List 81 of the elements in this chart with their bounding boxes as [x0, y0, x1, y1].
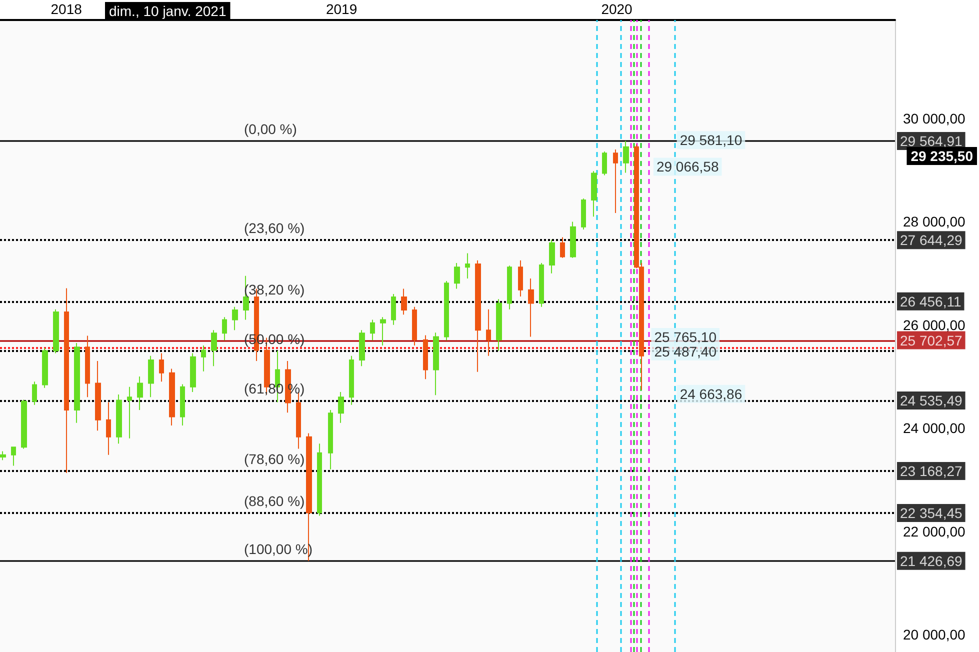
y-tick-label: 26 000,00 [903, 316, 966, 333]
candlestick [32, 381, 37, 406]
candlestick [95, 360, 101, 432]
y-tick-label: 20 000,00 [903, 626, 966, 642]
candlestick [116, 394, 122, 444]
y-tick-label: 30 000,00 [903, 110, 966, 127]
candlestick [11, 446, 16, 466]
candlestick [549, 239, 555, 274]
y-tick-label: 24 000,00 [903, 420, 966, 436]
candlestick [623, 140, 629, 174]
x-tick-label: 2020 [601, 1, 633, 17]
candlestick [53, 308, 59, 354]
candlestick [539, 262, 544, 308]
ref-line-label: 22 354,45 [900, 504, 962, 521]
candlestick [613, 148, 618, 214]
candlestick [169, 368, 175, 426]
candlestick [211, 330, 217, 367]
annotation: (78,60 %) [244, 451, 305, 467]
candlestick [201, 345, 206, 372]
candlestick [148, 355, 154, 398]
candlestick [349, 355, 354, 406]
annotation: 24 663,86 [680, 386, 742, 402]
annotation: 25 487,40 [654, 343, 717, 360]
candlestick [560, 236, 565, 258]
x-tick-label: 2018 [50, 1, 82, 17]
candlestick [42, 348, 48, 388]
candlestick [465, 252, 470, 279]
candlestick [475, 260, 481, 372]
candlestick [21, 399, 27, 450]
ref-line-label: 23 168,27 [900, 463, 962, 479]
candlestick [127, 386, 132, 439]
ref-line-label: 26 456,11 [900, 293, 962, 310]
candlestick [401, 288, 407, 316]
candlestick [370, 319, 375, 341]
candlestick [338, 391, 344, 424]
y-tick-label: 28 000,00 [903, 214, 966, 230]
candlestick [454, 262, 460, 290]
candlestick [591, 170, 597, 218]
candlestick [232, 306, 238, 331]
candlestick [180, 384, 185, 426]
x-tick-label: 2019 [326, 1, 358, 17]
candlestick [317, 443, 322, 516]
ref-line-label: 27 644,29 [900, 232, 962, 248]
candlestick [496, 298, 502, 352]
text: 29 235,50 [910, 148, 974, 164]
candlestick [74, 342, 80, 424]
candlestick [602, 151, 607, 176]
annotation: 29 581,10 [680, 132, 742, 148]
candlestick [359, 330, 365, 367]
text: dim., 10 janv. 2021 [109, 3, 226, 19]
candlestick [518, 260, 523, 298]
candlestick [528, 278, 534, 338]
candlestick [570, 221, 576, 258]
candlestick [64, 288, 69, 474]
annotation: (0,00 %) [244, 120, 297, 137]
candlestick [106, 402, 111, 456]
candlestick [581, 198, 586, 230]
candlestick [159, 352, 164, 382]
candlestick [222, 316, 227, 341]
ref-line-label: 21 426,69 [900, 552, 962, 569]
candlestick [137, 376, 143, 411]
candlestick [507, 265, 512, 310]
candlestick [423, 334, 428, 380]
candlestick [391, 293, 396, 326]
annotation: (23,60 %) [244, 220, 305, 236]
candlestick [412, 306, 417, 346]
ref-line-label: 25 702,57 [900, 332, 962, 348]
candlestick [0, 450, 6, 461]
candlestick [433, 332, 439, 396]
annotation: (88,60 %) [244, 492, 305, 509]
y-tick-label: 22 000,00 [903, 523, 966, 540]
candlestick [486, 308, 491, 356]
candlestick [328, 410, 333, 470]
candlestick [380, 316, 386, 346]
candlestick [190, 352, 196, 392]
ref-line-label: 29 564,91 [900, 132, 962, 149]
candlestick [85, 335, 90, 398]
ref-line-label: 24 535,49 [900, 392, 962, 408]
annotation: 25 765,10 [654, 329, 717, 346]
candlestick [444, 280, 449, 341]
annotation: 29 066,58 [656, 158, 719, 175]
